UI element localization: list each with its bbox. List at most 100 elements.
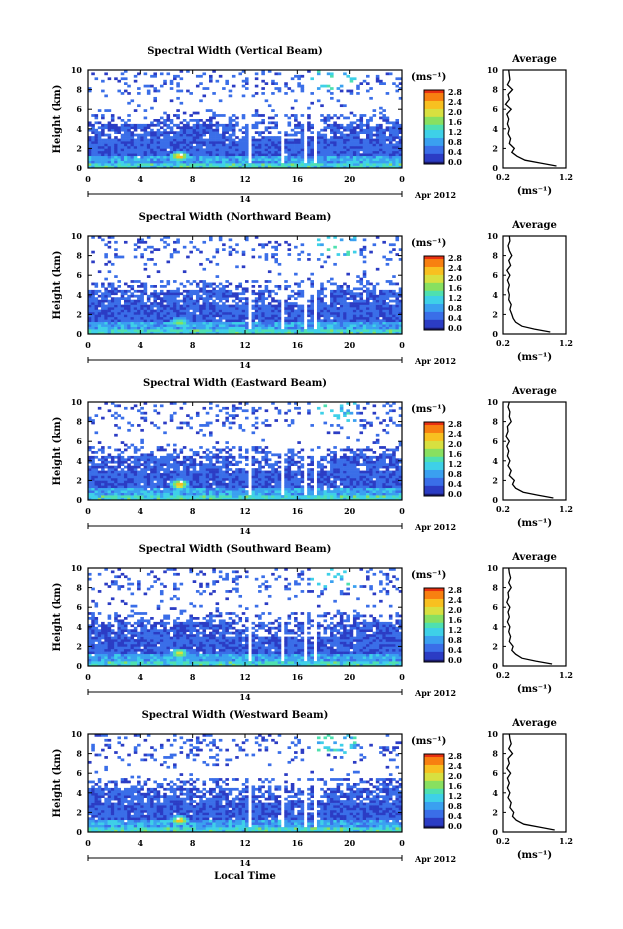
- heatmap-cell: [137, 321, 141, 325]
- heatmap-cell: [339, 331, 344, 335]
- heatmap-cell: [212, 326, 216, 330]
- heatmap-cell: [140, 155, 144, 159]
- heatmap-cell: [320, 314, 324, 318]
- heatmap-cell: [133, 243, 138, 247]
- heatmap-cell: [395, 304, 400, 308]
- heatmap-cell: [267, 309, 272, 313]
- heatmap-cell: [274, 123, 279, 127]
- heatmap-cell: [173, 150, 177, 154]
- heatmap-cell: [264, 289, 269, 293]
- heatmap-cell: [179, 307, 184, 310]
- heatmap-cell: [117, 426, 122, 430]
- heatmap-cell: [130, 455, 135, 459]
- heatmap-cell: [110, 473, 115, 476]
- heatmap-cell: [336, 292, 341, 296]
- heatmap-cell: [101, 316, 105, 320]
- heatmap-cell: [163, 319, 167, 323]
- heatmap-cell: [215, 163, 220, 166]
- heatmap-cell: [218, 153, 223, 157]
- heatmap-cell: [339, 141, 344, 144]
- heatmap-cell: [356, 287, 360, 291]
- heatmap-cell: [97, 302, 102, 305]
- heatmap-cell: [388, 331, 393, 335]
- heatmap-cell: [277, 160, 282, 164]
- heatmap-cell: [173, 458, 177, 462]
- heatmap-cell: [359, 126, 364, 130]
- heatmap-cell: [261, 495, 265, 498]
- heatmap-cell: [123, 282, 128, 286]
- heatmap-cell: [199, 446, 203, 449]
- heatmap-cell: [143, 331, 148, 335]
- heatmap-cell: [133, 448, 138, 452]
- heatmap-cell: [150, 468, 154, 471]
- heatmap-cell: [110, 324, 115, 327]
- heatmap-cell: [140, 294, 144, 298]
- heatmap-cell: [251, 477, 256, 481]
- heatmap-cell: [143, 267, 148, 271]
- heatmap-cell: [356, 133, 360, 137]
- heatmap-cell: [209, 492, 213, 496]
- heatmap-cell: [88, 153, 92, 157]
- heatmap-cell: [159, 311, 164, 315]
- heatmap-cell: [330, 292, 334, 296]
- heatmap-cell: [212, 70, 216, 73]
- heatmap-cell: [343, 163, 347, 166]
- heatmap-cell: [349, 311, 354, 315]
- heatmap-cell: [274, 136, 279, 139]
- heatmap-cell: [130, 316, 135, 320]
- heatmap-cell: [241, 331, 246, 335]
- heatmap-cell: [395, 297, 400, 300]
- heatmap-cell: [330, 329, 334, 332]
- heatmap-cell: [140, 453, 144, 457]
- heatmap-cell: [140, 160, 144, 164]
- heatmap-cell: [137, 240, 141, 244]
- heatmap-cell: [137, 163, 141, 166]
- colorbar-segment: [424, 145, 444, 149]
- heatmap-cell: [231, 160, 236, 164]
- heatmap-cell: [222, 311, 226, 315]
- heatmap-cell: [209, 497, 213, 501]
- heatmap-cell: [333, 282, 337, 286]
- heatmap-cell: [245, 329, 249, 332]
- heatmap-cell: [300, 163, 305, 166]
- heatmap-cell: [173, 294, 177, 298]
- heatmap-cell: [189, 321, 193, 325]
- heatmap-cell: [379, 138, 383, 142]
- heatmap-cell: [261, 465, 265, 469]
- heatmap-cell: [284, 309, 288, 313]
- heatmap-cell: [339, 299, 344, 303]
- heatmap-cell: [91, 148, 95, 152]
- heatmap-cell: [176, 455, 180, 459]
- heatmap-cell: [287, 314, 292, 318]
- heatmap-cell: [123, 136, 128, 139]
- heatmap-cell: [271, 121, 275, 125]
- heatmap-cell: [258, 490, 262, 493]
- heatmap-cell: [110, 145, 115, 149]
- heatmap-cell: [110, 477, 115, 481]
- heatmap-cell: [294, 141, 298, 144]
- heatmap-cell: [202, 126, 207, 130]
- heatmap-cell: [258, 145, 262, 149]
- heatmap-cell: [179, 145, 184, 149]
- heatmap-cell: [110, 128, 115, 132]
- heatmap-cell: [120, 485, 125, 489]
- heatmap-cell: [392, 248, 396, 251]
- heatmap-cell: [238, 329, 243, 332]
- heatmap-cell: [235, 314, 239, 318]
- heatmap-cell: [117, 460, 122, 464]
- y-tick-label: 6: [76, 104, 82, 114]
- heatmap-cell: [339, 126, 344, 130]
- heatmap-cell: [114, 311, 118, 315]
- heatmap-cell: [189, 143, 193, 147]
- heatmap-cell: [114, 495, 118, 498]
- heatmap-cell: [205, 148, 210, 152]
- heatmap-cell: [307, 299, 311, 303]
- heatmap-cell: [254, 160, 259, 164]
- heatmap-cell: [231, 119, 236, 122]
- heatmap-cell: [398, 148, 403, 152]
- heatmap-cell: [130, 99, 135, 103]
- heatmap-cell: [300, 304, 305, 308]
- heatmap-cell: [352, 136, 357, 139]
- heatmap-cell: [192, 468, 197, 471]
- heatmap-cell: [385, 314, 390, 318]
